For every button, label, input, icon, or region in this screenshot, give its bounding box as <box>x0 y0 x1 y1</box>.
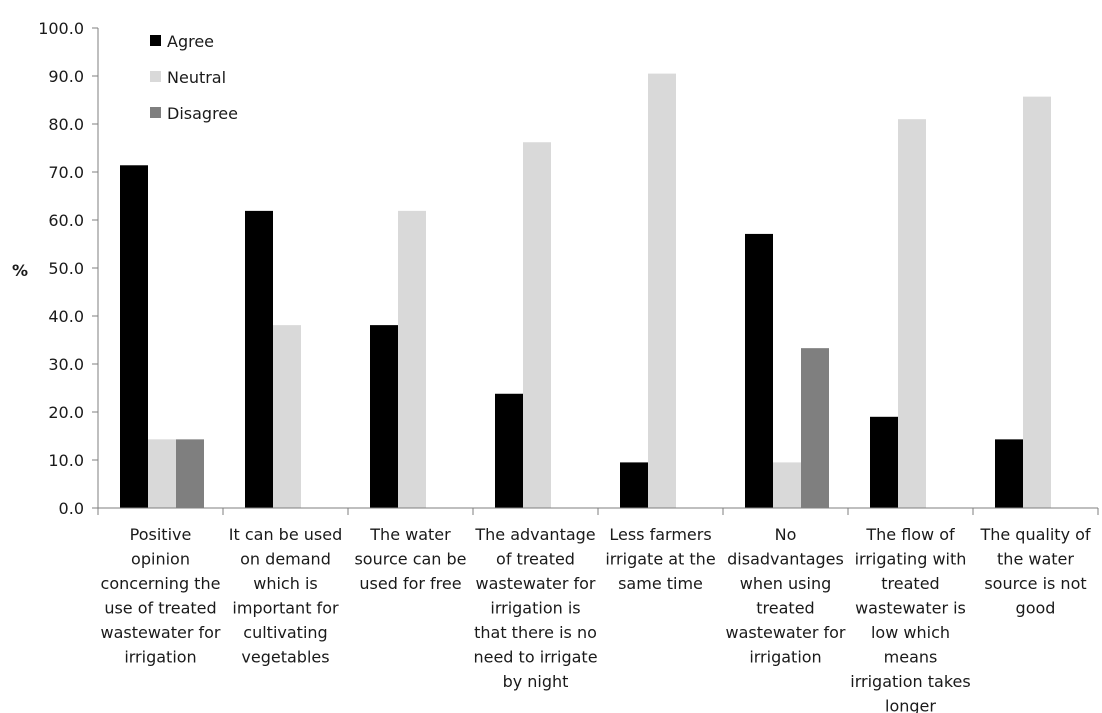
legend-swatch-disagree <box>150 107 161 118</box>
y-tick-label: 60.0 <box>48 211 84 230</box>
y-tick-label: 0.0 <box>59 499 84 518</box>
y-tick-label: 10.0 <box>48 451 84 470</box>
bar-disagree <box>176 439 204 508</box>
bar-neutral <box>148 439 176 508</box>
x-category-label: Positive opinion concerning the use of trea… <box>100 525 220 667</box>
legend-label-disagree: Disagree <box>167 104 238 123</box>
bar-neutral <box>523 142 551 509</box>
x-category-label: It can be used on demand which is important… <box>229 525 342 667</box>
y-tick-label: 80.0 <box>48 115 84 134</box>
y-tick-label: 40.0 <box>48 307 84 326</box>
x-category-label: The flow of irrigating with treated wastewa… <box>850 525 970 713</box>
y-tick-label: 90.0 <box>48 67 84 86</box>
y-tick-label: 20.0 <box>48 403 84 422</box>
x-category-label: The advantage of treated wastewater for irr… <box>473 525 597 691</box>
bar-neutral <box>648 73 676 508</box>
bar-neutral <box>1023 96 1051 508</box>
bar-neutral <box>273 325 301 508</box>
bar-agree <box>120 165 148 508</box>
legend-swatch-neutral <box>150 71 161 82</box>
bar-neutral <box>773 462 801 508</box>
x-category-label: No disadvantages when using treated wastewat… <box>725 525 845 667</box>
bar-neutral <box>898 119 926 508</box>
x-category-label: The water source can be used for free <box>354 525 466 593</box>
y-tick-label: 50.0 <box>48 259 84 278</box>
bar-agree <box>995 439 1023 508</box>
y-axis-label: % <box>12 261 28 280</box>
y-tick-label: 70.0 <box>48 163 84 182</box>
x-category-label: Less farmers irrigate at the same time <box>605 525 715 593</box>
bar-agree <box>245 210 273 508</box>
y-tick-label: 100.0 <box>38 19 84 38</box>
bar-agree <box>620 462 648 508</box>
bar-agree <box>495 393 523 508</box>
bar-agree <box>370 325 398 508</box>
bar-agree <box>870 416 898 508</box>
bar-agree <box>745 233 773 509</box>
legend-label-neutral: Neutral <box>167 68 226 87</box>
legend-swatch-agree <box>150 35 161 46</box>
y-tick-label: 30.0 <box>48 355 84 374</box>
bar-disagree <box>801 348 829 508</box>
legend-label-agree: Agree <box>167 32 214 51</box>
bar-neutral <box>398 210 426 508</box>
x-category-label: The quality of the water source is not good <box>979 525 1090 618</box>
